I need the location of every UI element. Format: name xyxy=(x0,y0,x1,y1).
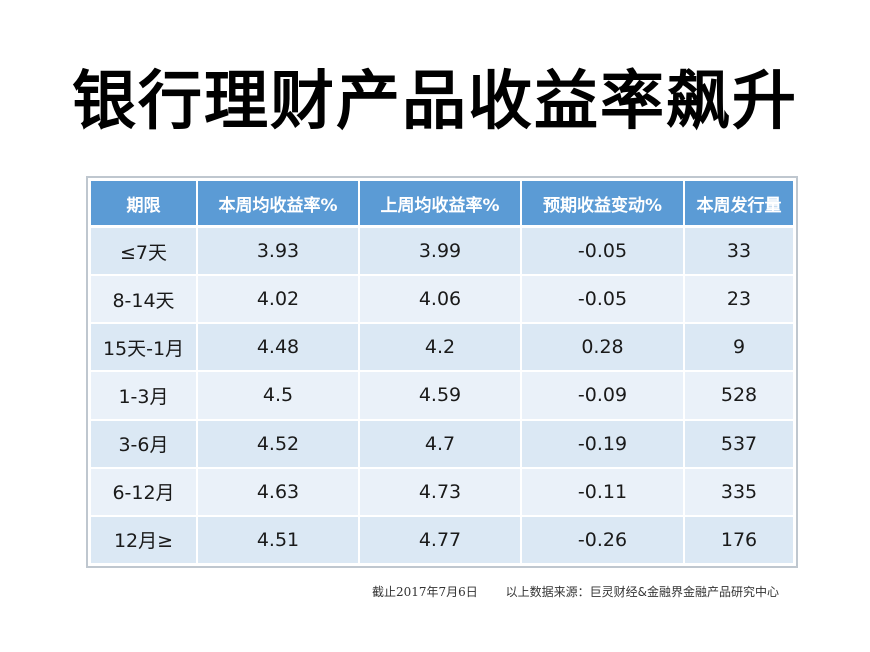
table-row: 15天-1月 4.48 4.2 0.28 9 xyxy=(91,323,793,373)
header-last-week-yield: 上周均收益率% xyxy=(359,181,522,228)
cell-this-week-yield: 4.63 xyxy=(197,467,360,517)
table-row: 3-6月 4.52 4.7 -0.19 537 xyxy=(91,419,793,469)
yield-table-frame: 期限 本周均收益率% 上周均收益率% 预期收益变动% 本周发行量 ≤7天 3.9… xyxy=(86,176,798,568)
cell-last-week-yield: 3.99 xyxy=(359,226,522,277)
cell-issuance-count: 176 xyxy=(684,515,793,563)
cell-last-week-yield: 4.2 xyxy=(359,323,522,373)
cell-yield-change: -0.26 xyxy=(521,515,685,563)
cell-this-week-yield: 4.52 xyxy=(197,419,360,469)
cell-yield-change: -0.05 xyxy=(521,226,685,277)
cell-issuance-count: 537 xyxy=(684,419,793,469)
cell-term: 12月≥ xyxy=(91,515,198,563)
header-yield-change: 预期收益变动% xyxy=(521,181,685,228)
table-header-row: 期限 本周均收益率% 上周均收益率% 预期收益变动% 本周发行量 xyxy=(91,181,793,228)
cell-this-week-yield: 3.93 xyxy=(197,226,360,277)
cell-this-week-yield: 4.51 xyxy=(197,515,360,563)
footnote-source: 以上数据来源：巨灵财经&金融界金融产品研究中心 xyxy=(505,585,780,599)
table-row: 8-14天 4.02 4.06 -0.05 23 xyxy=(91,275,793,325)
header-term: 期限 xyxy=(91,181,198,228)
table-row: 12月≥ 4.51 4.77 -0.26 176 xyxy=(91,515,793,563)
cell-yield-change: -0.05 xyxy=(521,275,685,325)
table-row: ≤7天 3.93 3.99 -0.05 33 xyxy=(91,226,793,277)
cell-yield-change: 0.28 xyxy=(521,323,685,373)
cell-term: 8-14天 xyxy=(91,275,198,325)
cell-term: 15天-1月 xyxy=(91,323,198,373)
cell-term: 3-6月 xyxy=(91,419,198,469)
footnote-date: 截止2017年7月6日 xyxy=(372,585,478,599)
cell-issuance-count: 335 xyxy=(684,467,793,517)
cell-term: 6-12月 xyxy=(91,467,198,517)
cell-term: 1-3月 xyxy=(91,371,198,421)
cell-this-week-yield: 4.02 xyxy=(197,275,360,325)
cell-this-week-yield: 4.5 xyxy=(197,371,360,421)
table-row: 1-3月 4.5 4.59 -0.09 528 xyxy=(91,371,793,421)
page-title: 银行理财产品收益率飙升 xyxy=(72,65,798,139)
yield-table: 期限 本周均收益率% 上周均收益率% 预期收益变动% 本周发行量 ≤7天 3.9… xyxy=(91,181,793,563)
cell-yield-change: -0.09 xyxy=(521,371,685,421)
cell-issuance-count: 528 xyxy=(684,371,793,421)
cell-issuance-count: 23 xyxy=(684,275,793,325)
cell-last-week-yield: 4.59 xyxy=(359,371,522,421)
cell-this-week-yield: 4.48 xyxy=(197,323,360,373)
cell-yield-change: -0.11 xyxy=(521,467,685,517)
table-row: 6-12月 4.63 4.73 -0.11 335 xyxy=(91,467,793,517)
footnote: 截止2017年7月6日 以上数据来源：巨灵财经&金融界金融产品研究中心 xyxy=(372,583,779,600)
cell-issuance-count: 33 xyxy=(684,226,793,277)
cell-yield-change: -0.19 xyxy=(521,419,685,469)
cell-last-week-yield: 4.77 xyxy=(359,515,522,563)
cell-last-week-yield: 4.06 xyxy=(359,275,522,325)
cell-last-week-yield: 4.73 xyxy=(359,467,522,517)
header-issuance-count: 本周发行量 xyxy=(684,181,793,228)
header-this-week-yield: 本周均收益率% xyxy=(197,181,360,228)
cell-issuance-count: 9 xyxy=(684,323,793,373)
cell-last-week-yield: 4.7 xyxy=(359,419,522,469)
cell-term: ≤7天 xyxy=(91,226,198,277)
